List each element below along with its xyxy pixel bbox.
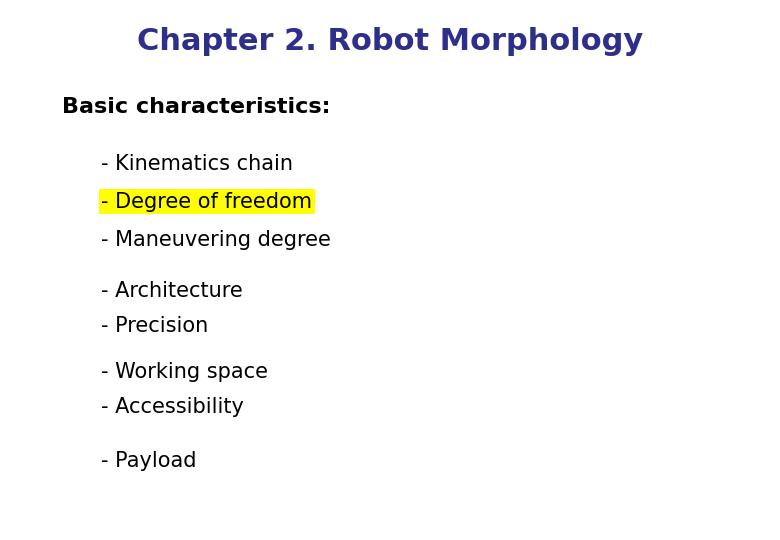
Text: Basic characteristics:: Basic characteristics: (62, 97, 331, 117)
Text: - Payload: - Payload (101, 451, 197, 471)
Text: - Precision: - Precision (101, 316, 209, 336)
Text: - Kinematics chain: - Kinematics chain (101, 154, 293, 174)
Text: - Accessibility: - Accessibility (101, 397, 244, 417)
Text: - Maneuvering degree: - Maneuvering degree (101, 230, 332, 249)
Text: - Working space: - Working space (101, 362, 268, 382)
Text: - Degree of freedom: - Degree of freedom (101, 192, 313, 212)
Text: Chapter 2. Robot Morphology: Chapter 2. Robot Morphology (136, 27, 644, 56)
Text: - Architecture: - Architecture (101, 281, 243, 301)
